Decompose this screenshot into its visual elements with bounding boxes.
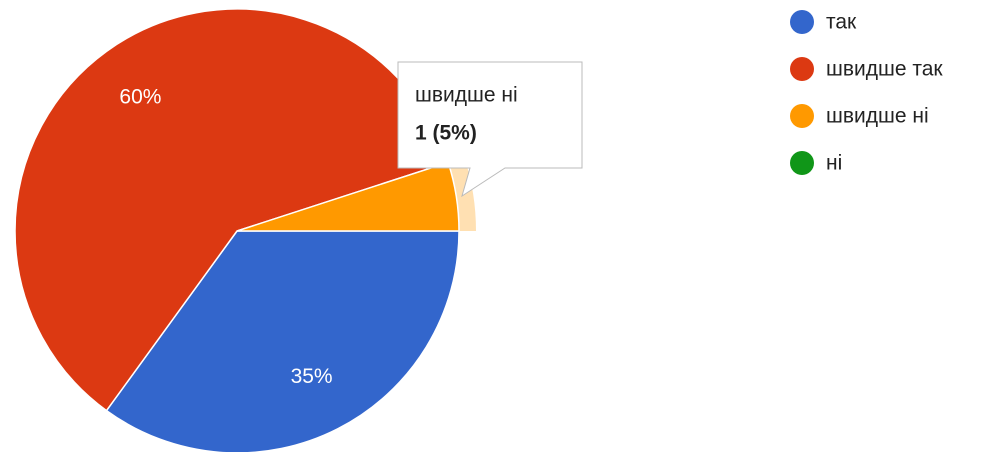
legend-label: швидше ні [826,105,929,128]
legend-marker [790,104,814,128]
slice-label: 60% [119,86,161,109]
legend-marker [790,10,814,34]
slice-label: 35% [291,365,333,388]
legend-marker [790,57,814,81]
legend-label: швидше так [826,58,943,81]
legend-label: ні [826,152,842,175]
tooltip-box [397,61,583,198]
tooltip-title: швидше ні [415,84,518,107]
legend-marker [790,151,814,175]
pie-slice [14,8,450,412]
legend-label: так [826,11,857,34]
pie-slice [105,230,460,452]
tooltip-value: 1 (5%) [415,122,477,145]
tooltip: швидше ні 1 (5%) [397,61,583,198]
